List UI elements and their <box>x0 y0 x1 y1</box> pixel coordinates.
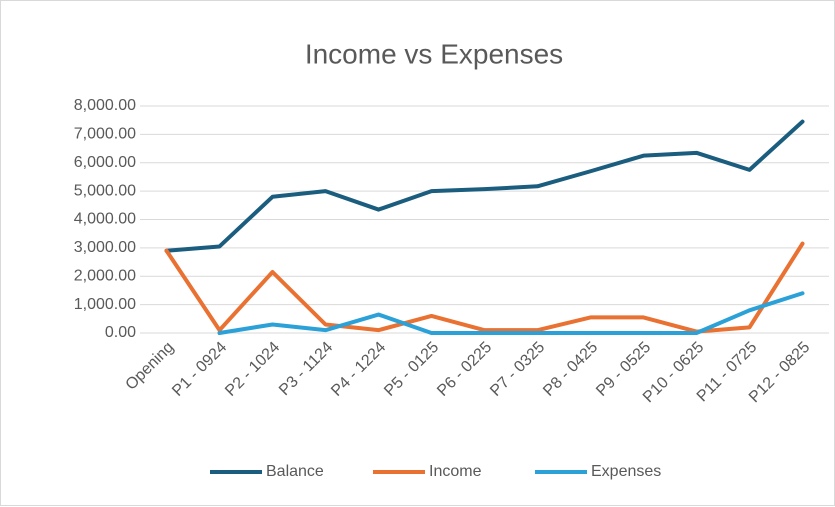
y-tick-label: 1,000.00 <box>74 296 136 313</box>
series-line <box>164 119 805 253</box>
y-tick-label: 6,000.00 <box>74 154 136 171</box>
legend-label: Balance <box>266 463 324 480</box>
y-tick-label: 4,000.00 <box>74 211 136 228</box>
series-line <box>217 291 805 335</box>
legend-label: Income <box>429 463 482 480</box>
y-tick-label: 3,000.00 <box>74 239 136 256</box>
y-tick-label: 8,000.00 <box>74 97 136 114</box>
y-tick-label: 5,000.00 <box>74 182 136 199</box>
chart-title: Income vs Expenses <box>305 38 563 69</box>
y-tick-label: 2,000.00 <box>74 267 136 284</box>
legend-label: Expenses <box>591 463 661 480</box>
y-tick-label: 7,000.00 <box>74 126 136 143</box>
y-tick-label: 0.00 <box>105 324 136 341</box>
